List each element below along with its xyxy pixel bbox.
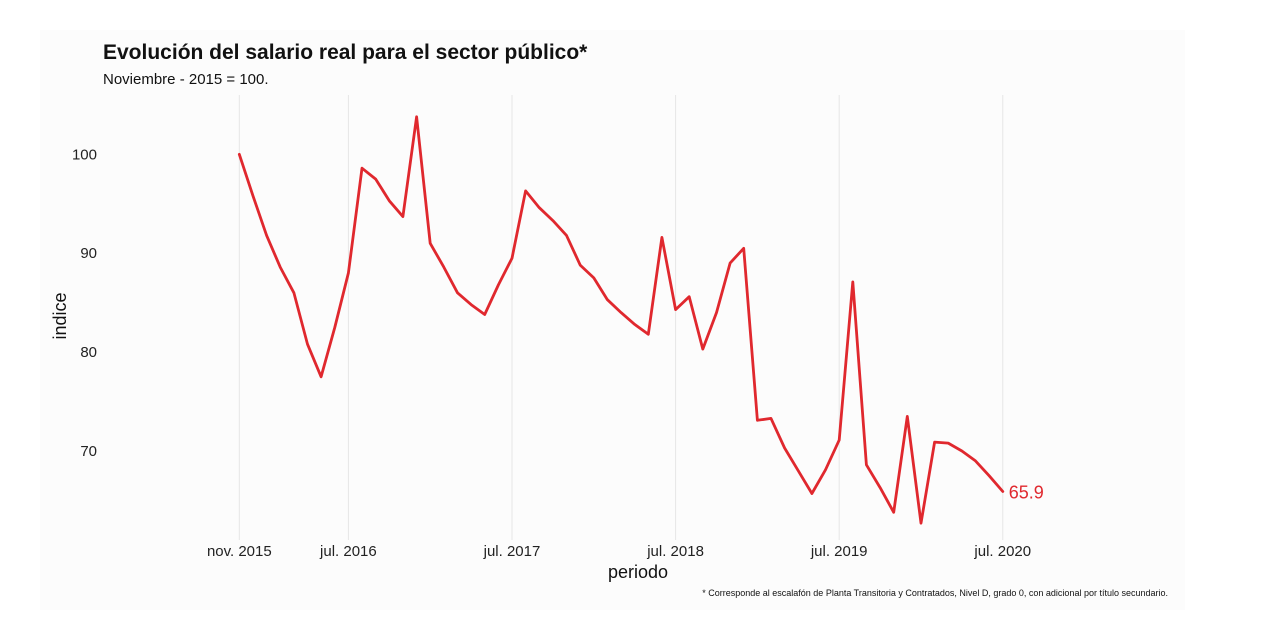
x-tick-label: nov. 2015 <box>207 543 272 560</box>
series-line <box>239 117 1003 523</box>
x-tick-label: jul. 2017 <box>483 543 541 560</box>
end-value-label: 65.9 <box>1009 483 1044 503</box>
x-axis-ticks: nov. 2015 jul. 2016 jul. 2017 jul. 2018 jul.… <box>207 543 1031 560</box>
chart-subtitle: Noviembre - 2015 = 100. <box>103 71 269 88</box>
chart-title: Evolución del salario real para el secto… <box>103 41 587 65</box>
x-tick-label: jul. 2016 <box>319 543 377 560</box>
y-tick-label: 80 <box>80 344 97 361</box>
chart-caption: * Corresponde al escalafón de Planta Tra… <box>702 588 1168 598</box>
y-axis-title: indice <box>50 292 70 339</box>
x-tick-label: jul. 2020 <box>973 543 1031 560</box>
x-tick-label: jul. 2018 <box>646 543 704 560</box>
line-chart: 70 80 90 100 nov. 2015 jul. 2016 jul. 2017 jul… <box>0 0 1280 640</box>
x-tick-label: jul. 2019 <box>810 543 868 560</box>
y-tick-label: 100 <box>72 146 97 163</box>
x-axis-title: periodo <box>608 562 668 582</box>
y-tick-label: 90 <box>80 245 97 262</box>
gridlines <box>239 95 1002 540</box>
y-axis-ticks: 70 80 90 100 <box>72 146 97 460</box>
y-tick-label: 70 <box>80 443 97 460</box>
